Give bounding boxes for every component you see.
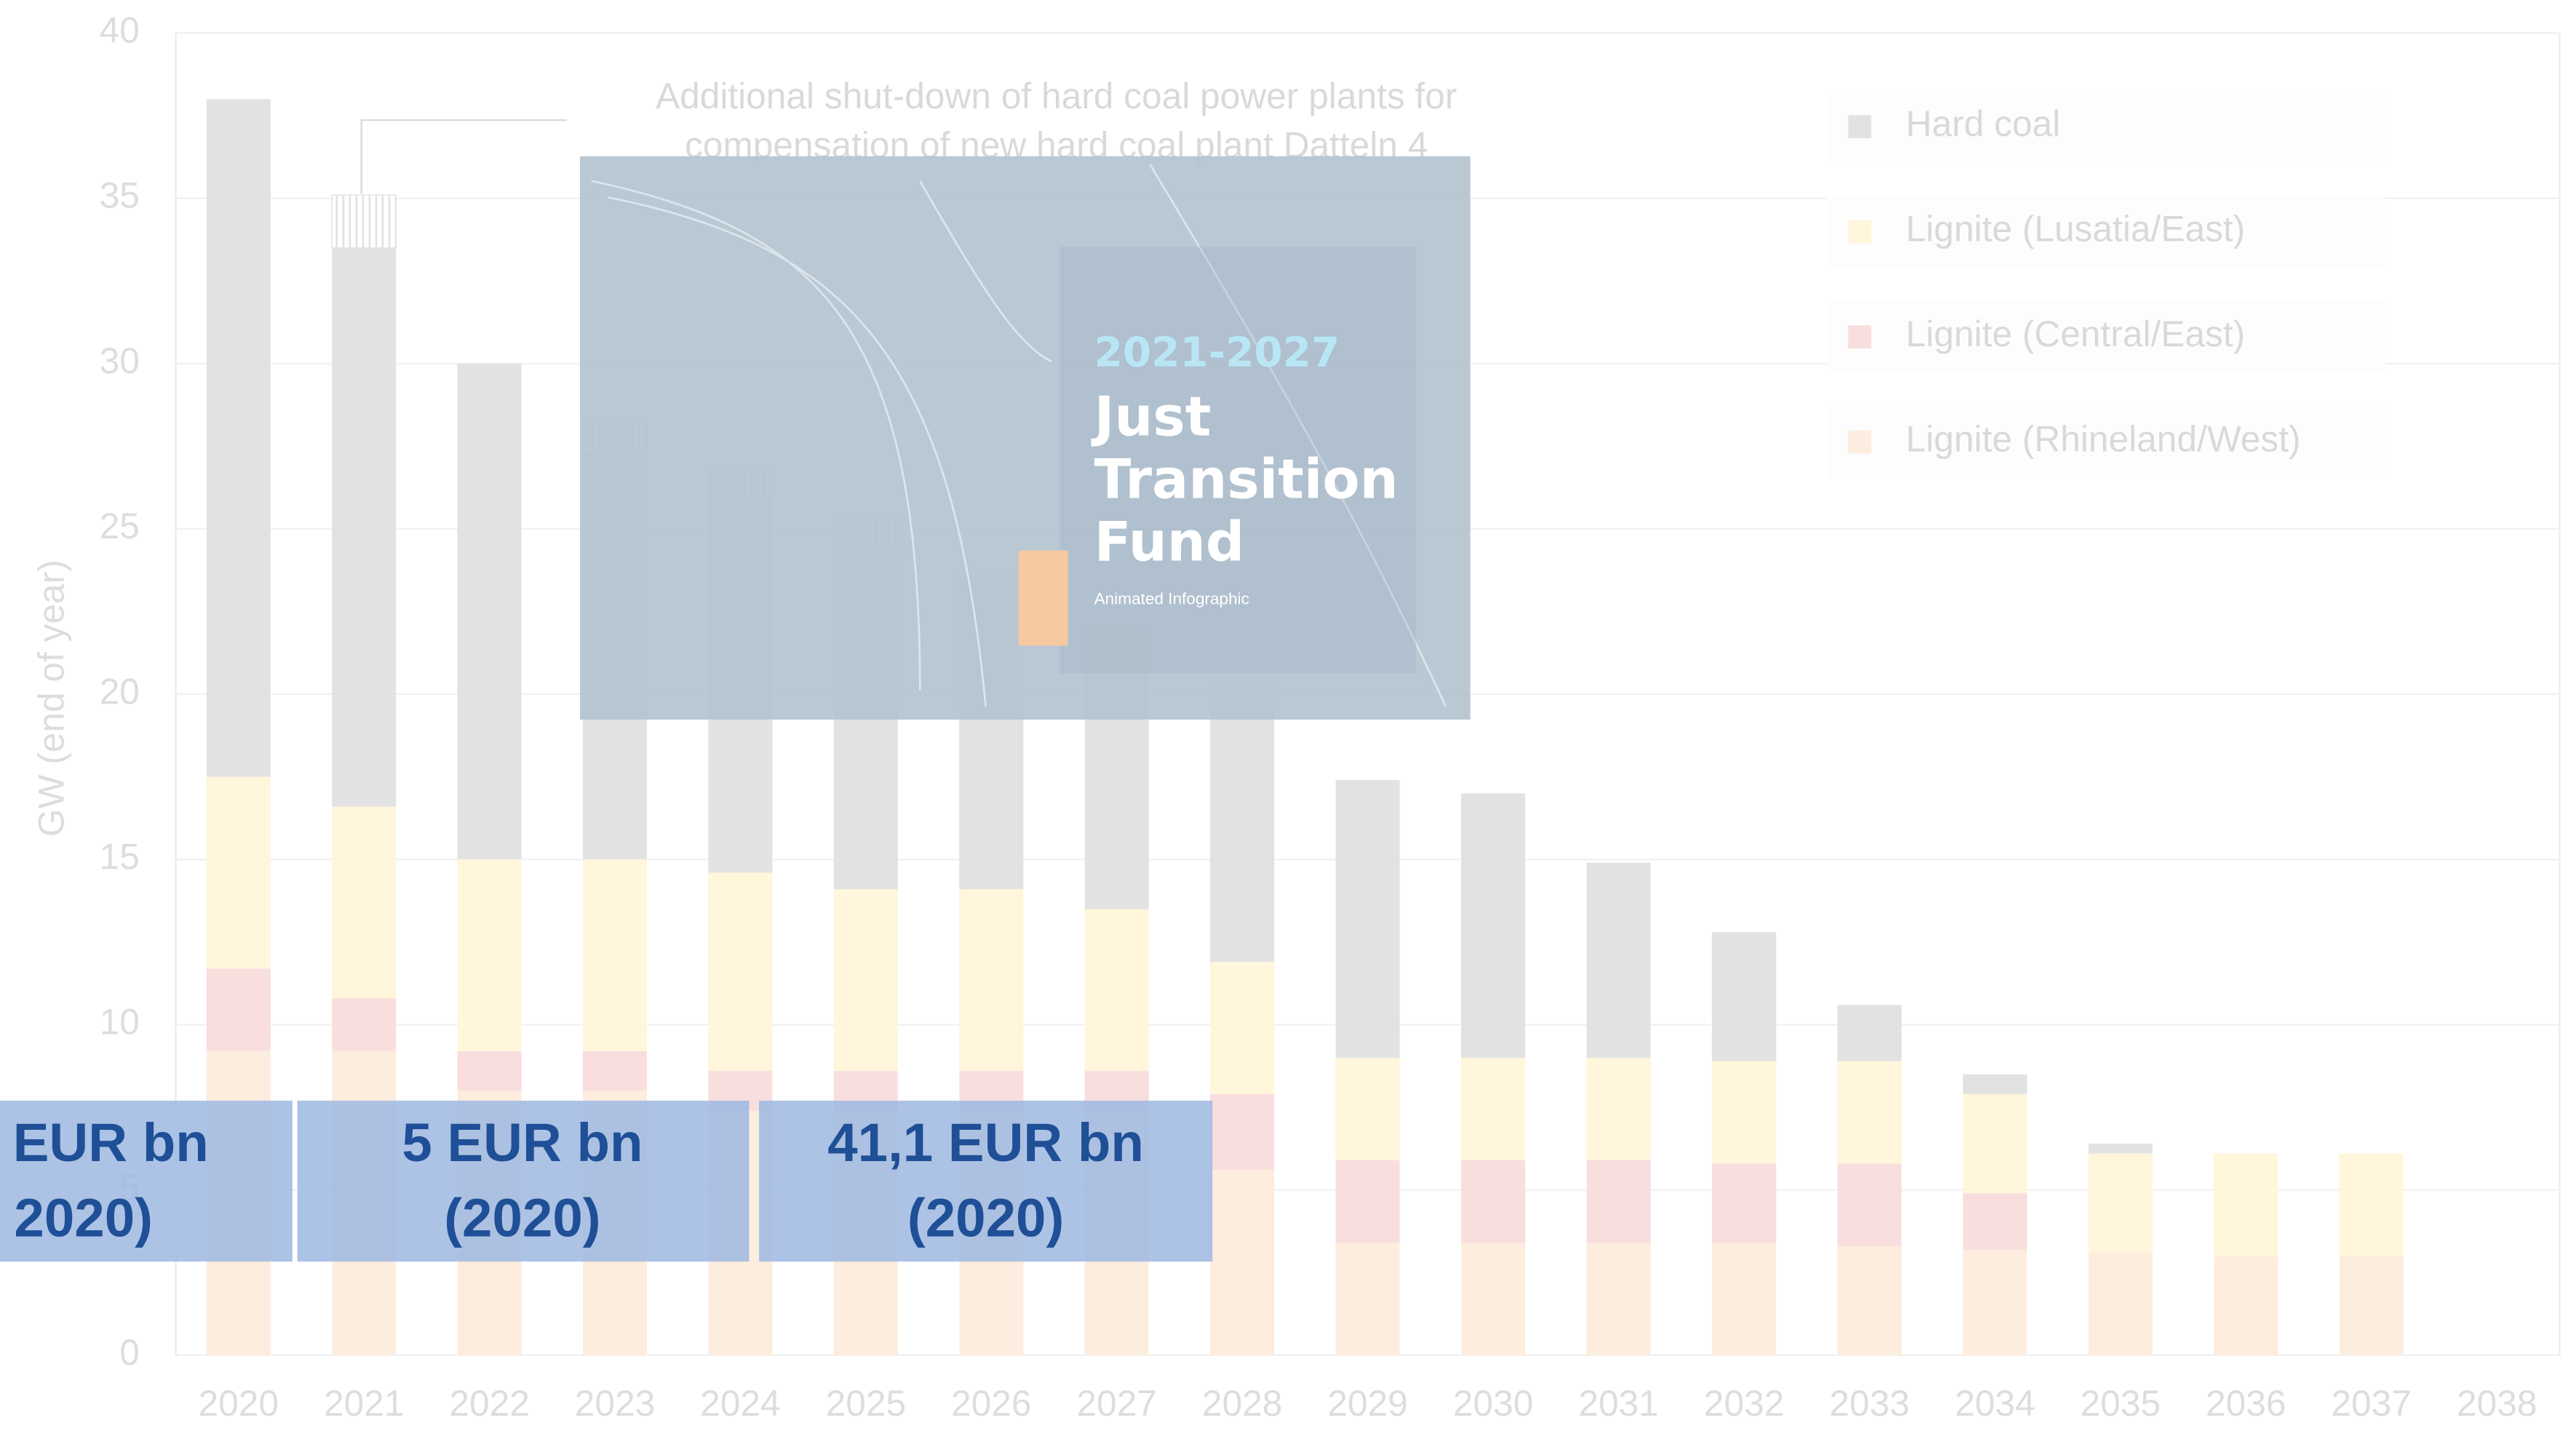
banner-text: (2020) [444,1188,600,1248]
chart: 0510152025303540GW (end of year)20202021… [0,0,2576,1431]
banner-text: EUR bn [13,1112,209,1173]
banner-text: 41,1 EUR bn [827,1112,1144,1173]
banner-text: 5 EUR bn [402,1112,643,1173]
banner-text: (2020) [907,1188,1064,1248]
card-years: 2021-2027 [1094,330,1340,377]
card-title: Transition [1094,448,1399,511]
card-accent [1019,551,1068,646]
card-title: Fund [1094,510,1245,573]
card-title: Just [1091,386,1212,449]
banner-text: 2020) [14,1188,153,1248]
card-subtitle: Animated Infographic [1094,589,1249,607]
page: {"chart_data": {"type": "stacked-bar", "… [0,0,2576,1431]
